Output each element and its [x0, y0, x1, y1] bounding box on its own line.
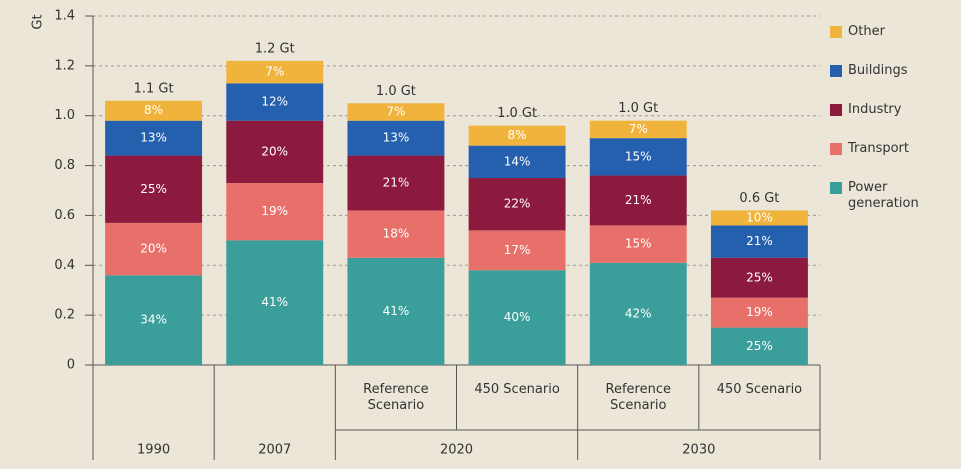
- bar-segment: [226, 120, 324, 184]
- data-label: 34%: [140, 313, 167, 327]
- data-label: 17%: [504, 243, 531, 257]
- data-label: 21%: [383, 176, 410, 190]
- data-label: 7%: [265, 65, 284, 79]
- total-label: 1.0 Gt: [497, 106, 537, 121]
- bar-segment: [347, 103, 445, 121]
- bar-segment: [105, 155, 203, 223]
- total-label: 1.2 Gt: [255, 41, 295, 56]
- group-label: 1990: [137, 443, 170, 458]
- bar-segment: [468, 145, 566, 179]
- data-label: 40%: [504, 310, 531, 324]
- group-label: 2030: [682, 443, 715, 458]
- y-tick-label: 0.8: [54, 158, 75, 173]
- y-tick-label: 1.0: [54, 108, 75, 123]
- bar-segment: [105, 275, 203, 365]
- y-tick-label: 0.4: [54, 258, 75, 273]
- data-label: 18%: [383, 227, 410, 241]
- bar-segment: [710, 297, 808, 328]
- data-label: 41%: [261, 295, 288, 309]
- data-label: 12%: [261, 95, 288, 109]
- bar-segment: [105, 100, 203, 121]
- bar-segment: [226, 183, 324, 241]
- total-label: 1.0 Gt: [618, 101, 658, 116]
- data-label: 8%: [508, 128, 527, 142]
- data-label: 13%: [140, 131, 167, 145]
- legend-swatch: [830, 65, 842, 77]
- data-label: 25%: [746, 270, 773, 284]
- data-label: 7%: [629, 122, 648, 136]
- bar-segment: [105, 120, 203, 156]
- data-label: 21%: [746, 234, 773, 248]
- data-label: 7%: [386, 104, 405, 118]
- y-tick-label: 0.2: [54, 308, 75, 323]
- data-label: 8%: [144, 103, 163, 117]
- bar-segment: [589, 262, 687, 365]
- data-label: 19%: [746, 305, 773, 319]
- total-label: 1.0 Gt: [376, 84, 416, 99]
- legend-swatch: [830, 182, 842, 194]
- y-tick-label: 0: [67, 358, 75, 373]
- bar-segment: [468, 270, 566, 365]
- legend-swatch: [830, 143, 842, 155]
- x-tick-label: 450 Scenario: [474, 382, 560, 397]
- bar-segment: [468, 125, 566, 146]
- group-label: 2007: [258, 443, 291, 458]
- y-tick-label: 1.4: [54, 9, 75, 24]
- data-label: 19%: [261, 204, 288, 218]
- data-label: 10%: [746, 210, 773, 224]
- bar-segment: [226, 60, 324, 84]
- data-label: 22%: [504, 197, 531, 211]
- bar-segment: [105, 222, 203, 276]
- bar-segment: [589, 225, 687, 263]
- data-label: 21%: [625, 193, 652, 207]
- legend-label: Buildings: [848, 63, 908, 78]
- data-label: 13%: [383, 131, 410, 145]
- bar-segment: [589, 120, 687, 139]
- legend-swatch: [830, 26, 842, 38]
- legend-label: Other: [848, 24, 885, 39]
- data-label: 41%: [383, 304, 410, 318]
- data-label: 15%: [625, 149, 652, 163]
- y-axis-label: Gt: [31, 14, 46, 29]
- bar-segment: [710, 257, 808, 298]
- data-label: 14%: [504, 154, 531, 168]
- y-tick-label: 0.6: [54, 208, 75, 223]
- group-label: 2020: [440, 443, 473, 458]
- legend-label: Power generation: [848, 180, 919, 211]
- legend-label: Transport: [848, 141, 910, 156]
- data-label: 25%: [746, 339, 773, 353]
- bar-segment: [589, 175, 687, 226]
- y-tick-label: 1.2: [54, 58, 75, 73]
- bar-segment: [226, 240, 324, 365]
- x-tick-label: Reference Scenario: [363, 382, 429, 413]
- bar-segment: [347, 257, 445, 365]
- bar-segment: [468, 230, 566, 271]
- data-label: 42%: [625, 306, 652, 320]
- x-tick-label: Reference Scenario: [605, 382, 671, 413]
- data-label: 20%: [140, 242, 167, 256]
- total-label: 0.6 Gt: [739, 191, 779, 206]
- bar-segment: [710, 210, 808, 226]
- bar-segment: [226, 83, 324, 121]
- bar-segment: [710, 225, 808, 258]
- data-label: 20%: [261, 144, 288, 158]
- bar-segment: [468, 178, 566, 231]
- bar-segment: [347, 120, 445, 156]
- total-label: 1.1 Gt: [134, 81, 174, 96]
- data-label: 25%: [140, 182, 167, 196]
- bar-segment: [710, 327, 808, 365]
- legend-swatch: [830, 104, 842, 116]
- data-label: 15%: [625, 237, 652, 251]
- legend-label: Industry: [848, 102, 902, 117]
- bar-segment: [589, 138, 687, 176]
- x-tick-label: 450 Scenario: [716, 382, 803, 397]
- bar-segment: [347, 210, 445, 258]
- bar-segment: [347, 155, 445, 211]
